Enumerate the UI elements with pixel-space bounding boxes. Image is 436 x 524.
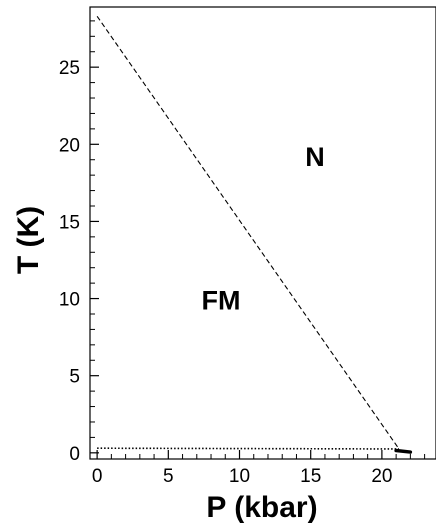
series-line-solid-thick: [394, 448, 413, 454]
series-line-dotted: [97, 447, 399, 450]
y-tick-label: 15: [59, 212, 80, 233]
y-tick-label: 5: [69, 367, 80, 388]
x-tick-label: 10: [229, 466, 250, 487]
region-label: N: [305, 142, 325, 172]
x-tick-label: 15: [300, 466, 321, 487]
x-tick-label: 20: [371, 466, 392, 487]
y-axis-title: T (K): [12, 206, 45, 274]
y-tick-label: 20: [59, 135, 80, 156]
region-label: FM: [202, 285, 241, 315]
y-tick-label: 10: [59, 290, 80, 311]
y-tick-label: 25: [59, 58, 80, 79]
x-tick-label: 5: [163, 466, 174, 487]
series-layer: [96, 15, 413, 454]
plot-frame: [89, 6, 436, 460]
x-axis-title: P (kbar): [206, 491, 317, 524]
x-tick-labels: 0 5 10 15 20: [92, 466, 393, 487]
series-line-dashed: [96, 15, 400, 450]
y-tick-label: 0: [69, 444, 80, 465]
major-ticks: [90, 66, 383, 459]
minor-ticks: [90, 20, 426, 459]
x-tick-label: 0: [92, 466, 103, 487]
y-tick-labels: 0 5 10 15 20 25: [59, 58, 80, 465]
annotation-layer: N FM: [202, 142, 325, 315]
